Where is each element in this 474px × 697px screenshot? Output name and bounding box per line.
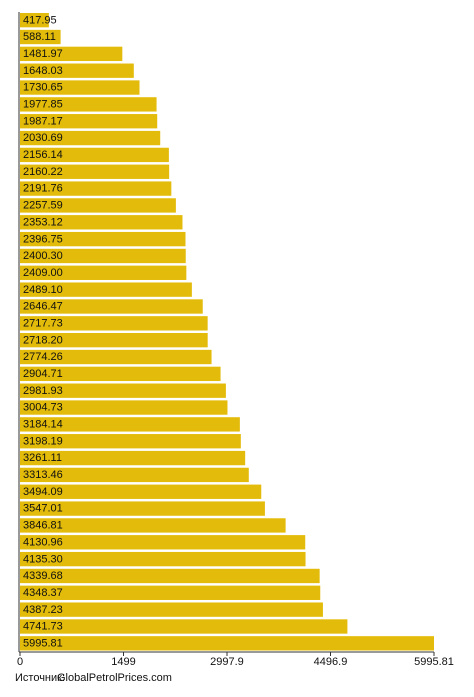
bar — [20, 417, 240, 432]
bar — [20, 114, 158, 129]
value-label: 2904.71 — [23, 368, 63, 380]
value-label: 3313.46 — [23, 469, 63, 481]
value-label: 2774.26 — [23, 351, 63, 363]
x-tick-label: 1499 — [111, 656, 135, 668]
value-label: 588.11 — [23, 31, 56, 43]
bar — [20, 585, 321, 600]
bar — [20, 282, 192, 297]
bar — [20, 63, 134, 78]
bar — [20, 316, 208, 331]
bar — [20, 450, 246, 466]
bar — [20, 80, 140, 95]
bar — [20, 568, 320, 584]
bar — [20, 501, 265, 516]
bar — [20, 400, 228, 415]
bar — [20, 467, 249, 483]
value-label: 2353.12 — [23, 216, 63, 228]
bar — [20, 619, 348, 634]
bar — [20, 535, 306, 550]
x-tick-label: 4496.9 — [314, 656, 348, 668]
value-label: 5995.81 — [23, 637, 63, 649]
value-label: 4339.68 — [23, 570, 63, 582]
value-label: 1987.17 — [23, 115, 63, 127]
value-label: 2156.14 — [23, 149, 63, 161]
value-label: 4387.23 — [23, 604, 63, 616]
bar — [20, 181, 172, 196]
value-label: 1481.97 — [23, 48, 63, 60]
bar — [20, 130, 161, 146]
bar — [20, 333, 208, 348]
value-label: 2489.10 — [23, 284, 63, 296]
value-label: 2718.20 — [23, 334, 63, 346]
value-label: 4130.96 — [23, 536, 63, 548]
bar — [20, 147, 169, 163]
bar — [20, 97, 157, 112]
value-label: 2396.75 — [23, 233, 63, 245]
bar — [20, 265, 187, 280]
value-label: 2257.59 — [23, 200, 63, 212]
value-label: 417.95 — [23, 14, 57, 26]
value-label: 1730.65 — [23, 82, 63, 94]
bar — [20, 13, 49, 28]
value-label: 2191.76 — [23, 183, 63, 195]
value-label: 4348.37 — [23, 587, 63, 599]
bar — [20, 198, 176, 213]
source: GlobalPetrolPrices.com — [57, 672, 172, 684]
value-label: 3494.09 — [23, 486, 63, 498]
value-label: 2646.47 — [23, 301, 63, 313]
bar — [20, 602, 323, 617]
value-label: 3261.11 — [23, 452, 62, 464]
source-prefix: Источник: — [15, 672, 65, 684]
x-tick-label: 5995.81 — [414, 656, 454, 668]
bar — [20, 383, 226, 398]
bar — [20, 636, 434, 651]
bar — [20, 484, 262, 499]
x-tick-label: 0 — [17, 656, 23, 668]
bar — [20, 299, 203, 314]
value-label: 2400.30 — [23, 250, 63, 262]
value-label: 3004.73 — [23, 402, 63, 414]
bar — [20, 349, 212, 365]
value-label: 1648.03 — [23, 65, 63, 77]
bar — [20, 518, 286, 533]
x-tick-label: 2997.9 — [210, 656, 244, 668]
value-label: 2160.22 — [23, 166, 63, 178]
value-label: 2030.69 — [23, 132, 63, 144]
value-label: 3198.19 — [23, 435, 63, 447]
value-label: 3184.14 — [23, 419, 63, 431]
bar — [20, 46, 123, 62]
value-label: 2717.73 — [23, 317, 63, 329]
value-label: 4741.73 — [23, 621, 63, 633]
value-label: 3846.81 — [23, 520, 63, 532]
value-label: 3547.01 — [23, 503, 63, 515]
bar — [20, 248, 186, 264]
value-label: 1977.85 — [23, 99, 63, 111]
value-label: 2981.93 — [23, 385, 63, 397]
value-label: 2409.00 — [23, 267, 63, 279]
bar — [20, 164, 170, 179]
value-label: 4135.30 — [23, 553, 63, 565]
bar — [20, 551, 306, 567]
bar — [20, 29, 61, 45]
bar — [20, 434, 241, 449]
bar — [20, 215, 183, 230]
bar — [20, 366, 221, 382]
bar — [20, 231, 186, 247]
